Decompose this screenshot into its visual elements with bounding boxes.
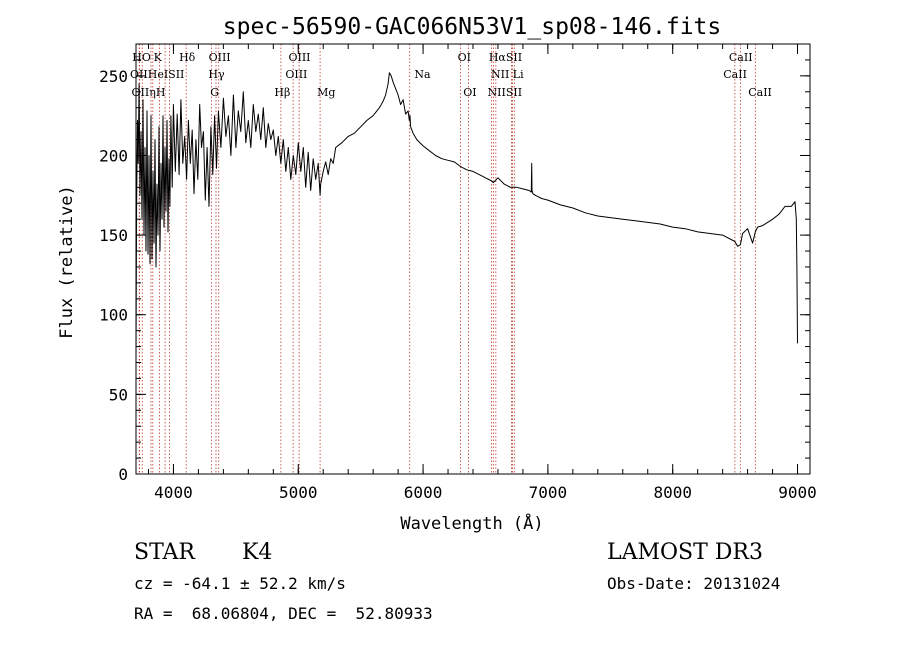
line-label: HαSII	[489, 51, 522, 64]
line-label: NIISII	[488, 86, 523, 99]
y-axis-label: Flux (relative)	[57, 185, 77, 339]
x-tick-label: 4000	[154, 483, 193, 502]
line-label: CaII	[748, 86, 772, 99]
plot-frame	[135, 43, 811, 475]
y-tick-label: 0	[118, 465, 128, 484]
line-label: CaII	[729, 51, 753, 64]
line-label: OI	[463, 86, 476, 99]
x-tick-label: 9000	[778, 483, 817, 502]
x-axis-label: Wavelength (Å)	[400, 512, 543, 534]
line-label: G	[210, 86, 219, 99]
object-subclass: K4	[242, 540, 273, 565]
line-label: OIII	[288, 51, 310, 64]
line-label: OIIηH	[132, 86, 166, 99]
emission-line-markers	[138, 44, 756, 474]
line-labels: HO K Hδ OIII OIII OI HαSII CaII OIIHeISII Hγ OIII N…	[130, 51, 772, 99]
survey-name: LAMOST DR3	[607, 540, 763, 565]
line-label: K	[154, 51, 163, 64]
redshift-cz: cz = -64.1 ± 52.2 km/s	[134, 574, 346, 593]
x-tick-label: 8000	[653, 483, 692, 502]
line-label: OIII	[285, 68, 307, 81]
line-label: Hγ	[208, 68, 225, 81]
line-label: HO	[132, 51, 151, 64]
line-label: OI	[458, 51, 471, 64]
y-tick-label: 250	[99, 67, 128, 86]
line-label: CaII	[723, 68, 747, 81]
spectrum-layer	[135, 72, 798, 355]
chart-title: spec-56590-GAC066N53V1_sp08-146.fits	[223, 14, 722, 40]
line-label: Mg	[317, 86, 335, 99]
line-label: Hδ	[179, 51, 196, 64]
x-tick-label: 5000	[279, 483, 318, 502]
line-label: NII Li	[491, 68, 524, 81]
object-class: STAR	[134, 540, 195, 565]
x-tick-label: 6000	[404, 483, 443, 502]
y-tick-label: 100	[99, 306, 128, 325]
sky-coordinates: RA = 68.06804, DEC = 52.80933	[134, 604, 433, 623]
line-label: OIIHeISII	[130, 68, 184, 81]
line-label: Na	[414, 68, 431, 81]
x-tick-label: 7000	[529, 483, 568, 502]
axes: 4000 5000 6000 7000 8000 9000 0 50 100 150 200 250	[99, 43, 817, 502]
spectrum-chart: 4000 5000 6000 7000 8000 9000050100150200250 …	[57, 14, 817, 534]
y-tick-label: 150	[99, 226, 128, 245]
spectrum-line	[135, 72, 798, 355]
line-label: Hβ	[274, 86, 290, 99]
observation-date: Obs-Date: 20131024	[607, 574, 781, 593]
y-tick-label: 200	[99, 146, 128, 165]
line-label: OIII	[209, 51, 231, 64]
y-tick-label: 50	[109, 385, 128, 404]
